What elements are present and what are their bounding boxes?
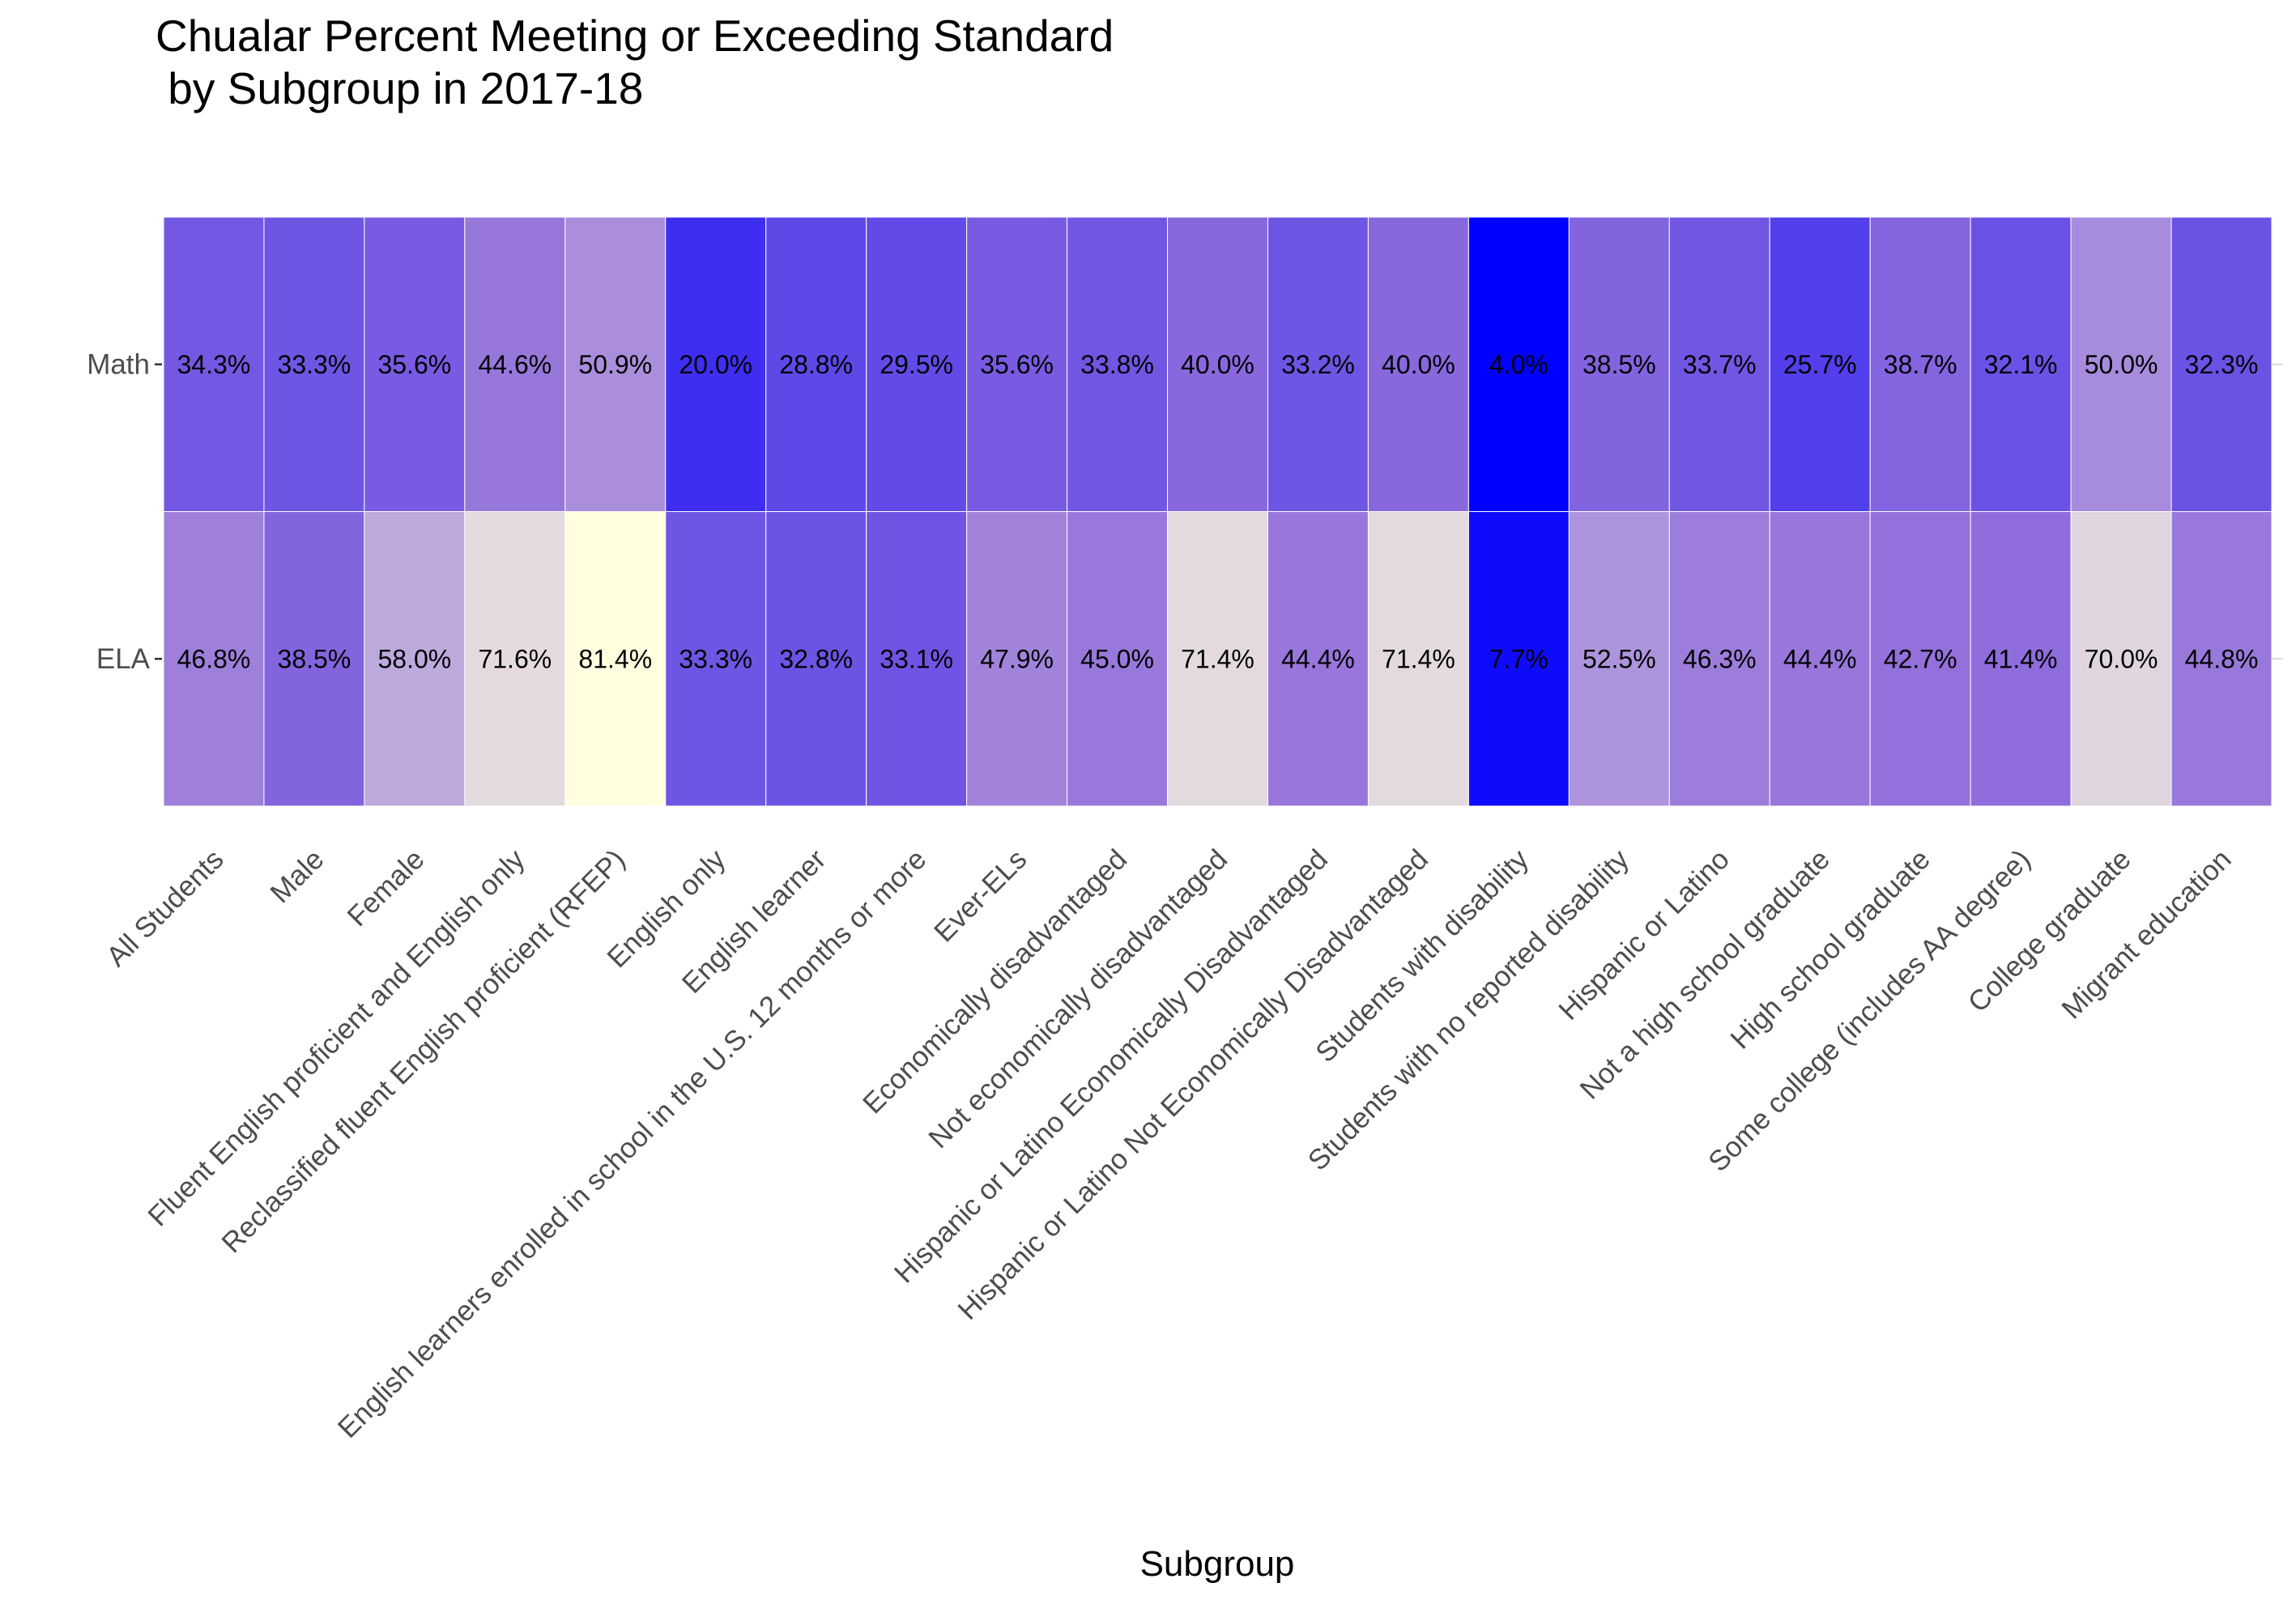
cell-label-ela-english-learner: 32.8% [779, 644, 853, 673]
cell-ela-high-school-graduate [1869, 511, 1971, 807]
cell-ela-hispanic-or-latino [1668, 511, 1770, 807]
cell-label-math-not-a-high-school-graduate: 25.7% [1783, 350, 1857, 379]
cell-label-math-migrant-education: 32.3% [2185, 350, 2259, 379]
cell-math-reclassified-fluent-english-proficient-rfep [564, 216, 667, 512]
cell-ela-all-students [163, 511, 265, 807]
cell-math-english-only [665, 216, 767, 512]
cell-label-ela-english-learners-enrolled-in-school-in-the-u-s-12-months-or-more: 33.1% [880, 644, 953, 673]
x-tick-label-migrant-education: Migrant education [2055, 843, 2237, 1025]
cell-math-economically-disadvantaged [1067, 216, 1169, 512]
cell-label-ela-all-students: 46.8% [177, 644, 251, 673]
cell-label-math-female: 35.6% [378, 350, 452, 379]
cell-ela-students-with-disability [1467, 511, 1570, 807]
x-tick-label-ever-els: Ever-ELs [928, 843, 1033, 948]
cell-ela-english-learner [765, 511, 867, 807]
cell-label-ela-high-school-graduate: 42.7% [1884, 644, 1957, 673]
cell-ela-reclassified-fluent-english-proficient-rfep [564, 511, 667, 807]
cell-label-math-college-graduate: 50.0% [2085, 350, 2158, 379]
cell-label-math-fluent-english-proficient-and-english-only: 44.6% [478, 350, 552, 379]
cell-label-math-ever-els: 35.6% [980, 350, 1054, 379]
chart-subtitle: by Subgroup in 2017-18 [155, 63, 643, 113]
cell-math-students-with-disability [1467, 216, 1570, 512]
cell-label-math-students-with-disability: 4.0% [1489, 350, 1548, 379]
x-tick-label-male: Male [264, 843, 330, 909]
cell-label-ela-migrant-education: 44.8% [2185, 644, 2259, 673]
cell-ela-male [263, 511, 365, 807]
cell-ela-english-learners-enrolled-in-school-in-the-u-s-12-months-or-more [866, 511, 968, 807]
cell-label-ela-hispanic-or-latino-not-economically-disadvantaged: 71.4% [1382, 644, 1455, 673]
cell-label-math-english-learner: 28.8% [779, 350, 853, 379]
x-axis-title: Subgroup [1140, 1544, 1295, 1584]
cell-ela-english-only [665, 511, 767, 807]
cell-label-math-students-with-no-reported-disability: 38.5% [1582, 350, 1656, 379]
cell-label-math-not-economically-disadvantaged: 40.0% [1181, 350, 1254, 379]
x-tick-label-hispanic-or-latino-not-economically-disadvantaged: Hispanic or Latino Not Economically Disa… [952, 843, 1434, 1326]
cell-label-ela-college-graduate: 70.0% [2085, 644, 2158, 673]
cell-label-ela-some-college-includes-aa-degree: 41.4% [1984, 644, 2058, 673]
cell-math-some-college-includes-aa-degree [1970, 216, 2072, 512]
cell-math-male [263, 216, 365, 512]
chart-title: Chualar Percent Meeting or Exceeding Sta… [155, 11, 1114, 61]
y-axis: Math ELA [87, 348, 2283, 675]
cell-ela-some-college-includes-aa-degree [1970, 511, 2072, 807]
cell-math-college-graduate [2070, 216, 2172, 512]
cell-label-ela-hispanic-or-latino: 46.3% [1683, 644, 1757, 673]
x-tick-label-high-school-graduate: High school graduate [1724, 843, 1936, 1055]
cell-label-math-english-only: 20.0% [679, 350, 752, 379]
y-tick-label-ela: ELA [96, 643, 151, 675]
cell-label-ela-male: 38.5% [278, 644, 351, 673]
cell-label-ela-students-with-disability: 7.7% [1489, 644, 1548, 673]
cell-math-hispanic-or-latino-not-economically-disadvantaged [1367, 216, 1469, 512]
cell-label-ela-students-with-no-reported-disability: 52.5% [1582, 644, 1656, 673]
cell-math-migrant-education [2170, 216, 2273, 512]
cell-ela-fluent-english-proficient-and-english-only [464, 511, 566, 807]
cell-label-math-all-students: 34.3% [177, 350, 251, 379]
cell-label-math-hispanic-or-latino-not-economically-disadvantaged: 40.0% [1382, 350, 1455, 379]
cell-label-math-high-school-graduate: 38.7% [1884, 350, 1957, 379]
cell-ela-students-with-no-reported-disability [1568, 511, 1670, 807]
cell-math-english-learner [765, 216, 867, 512]
cell-math-english-learners-enrolled-in-school-in-the-u-s-12-months-or-more [866, 216, 968, 512]
cell-label-ela-not-a-high-school-graduate: 44.4% [1783, 644, 1857, 673]
x-tick-label-fluent-english-proficient-and-english-only: Fluent English proficient and English on… [142, 843, 531, 1233]
cell-math-all-students [163, 216, 265, 512]
cell-label-ela-hispanic-or-latino-economically-disadvantaged: 44.4% [1281, 644, 1355, 673]
cell-label-math-economically-disadvantaged: 33.8% [1080, 350, 1154, 379]
x-tick-label-all-students: All Students [100, 843, 230, 973]
cell-ela-not-a-high-school-graduate [1769, 511, 1871, 807]
cell-math-hispanic-or-latino-economically-disadvantaged [1267, 216, 1369, 512]
cell-label-ela-english-only: 33.3% [679, 644, 752, 673]
cell-label-ela-not-economically-disadvantaged: 71.4% [1181, 644, 1254, 673]
cell-math-fluent-english-proficient-and-english-only [464, 216, 566, 512]
cell-math-female [364, 216, 466, 512]
x-tick-label-hispanic-or-latino: Hispanic or Latino [1553, 843, 1736, 1026]
x-tick-label-female: Female [341, 843, 430, 932]
cell-label-math-english-learners-enrolled-in-school-in-the-u-s-12-months-or-more: 29.5% [880, 350, 953, 379]
cell-math-hispanic-or-latino [1668, 216, 1770, 512]
cell-label-math-hispanic-or-latino-economically-disadvantaged: 33.2% [1281, 350, 1355, 379]
cell-label-ela-female: 58.0% [378, 644, 452, 673]
cell-ela-economically-disadvantaged [1067, 511, 1169, 807]
cell-math-high-school-graduate [1869, 216, 1971, 512]
cell-ela-hispanic-or-latino-not-economically-disadvantaged [1367, 511, 1469, 807]
y-tick-label-math: Math [87, 348, 150, 380]
heatmap-cells [163, 216, 2273, 807]
cell-label-ela-economically-disadvantaged: 45.0% [1080, 644, 1154, 673]
cell-label-math-hispanic-or-latino: 33.7% [1683, 350, 1757, 379]
cell-label-math-male: 33.3% [278, 350, 351, 379]
heatmap-cell-labels: 34.3% 33.3% 35.6% 44.6% 50.9% 20.0% 28.8% 29.5%… [177, 350, 2259, 674]
cell-math-students-with-no-reported-disability [1568, 216, 1670, 512]
cell-label-math-reclassified-fluent-english-proficient-rfep: 50.9% [578, 350, 652, 379]
cell-ela-college-graduate [2070, 511, 2172, 807]
cell-ela-migrant-education [2170, 511, 2273, 807]
cell-label-ela-reclassified-fluent-english-proficient-rfep: 81.4% [578, 644, 652, 673]
cell-label-ela-ever-els: 47.9% [980, 644, 1054, 673]
cell-label-ela-fluent-english-proficient-and-english-only: 71.6% [478, 644, 552, 673]
cell-label-math-some-college-includes-aa-degree: 32.1% [1984, 350, 2058, 379]
cell-math-not-a-high-school-graduate [1769, 216, 1871, 512]
